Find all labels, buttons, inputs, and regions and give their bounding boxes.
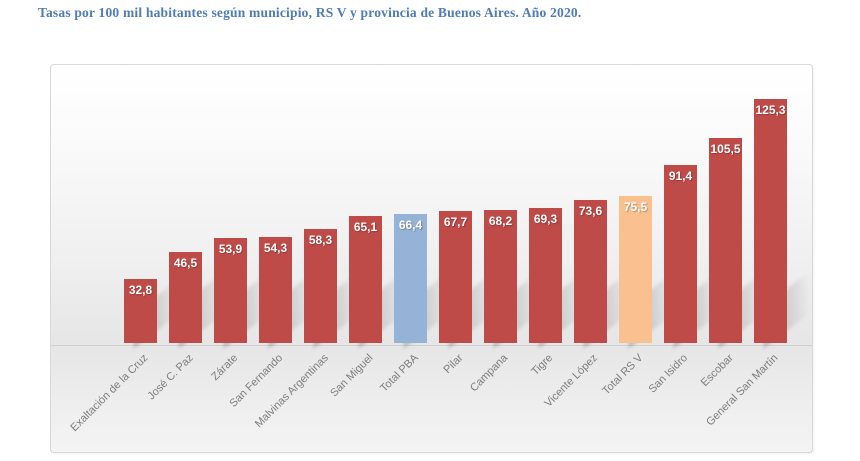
category-label: San Miguel bbox=[328, 352, 376, 400]
bar-tigre: 69,3 bbox=[529, 208, 562, 343]
category-label: Campana bbox=[468, 352, 511, 395]
bar-value-label: 32,8 bbox=[128, 283, 153, 297]
bar-malvinas-argentinas: 58,3 bbox=[304, 229, 337, 343]
category-label: San Isidro bbox=[646, 352, 691, 396]
bar-general-san-mart-n: 125,3 bbox=[754, 99, 787, 343]
chart-frame: 32,8 Exaltación de la Cruz 46,5 José C. Paz… bbox=[50, 64, 813, 453]
bar-value-label: 46,5 bbox=[173, 256, 198, 270]
category-label: Exaltación de la Cruz bbox=[68, 352, 151, 434]
bar-value-label: 67,7 bbox=[443, 215, 468, 229]
category-label: Zárate bbox=[209, 352, 241, 383]
bar-jos-c-paz: 46,5 bbox=[169, 252, 202, 343]
bar-value-label: 68,2 bbox=[488, 214, 513, 228]
bar-value-label: 125,3 bbox=[755, 103, 786, 117]
bar-z-rate: 53,9 bbox=[214, 238, 247, 343]
plot-area: 32,8 Exaltación de la Cruz 46,5 José C. Paz… bbox=[51, 65, 812, 452]
bar-escobar: 105,5 bbox=[709, 138, 742, 343]
bar-value-label: 54,3 bbox=[263, 241, 288, 255]
category-label: Total PBA bbox=[377, 352, 421, 395]
bar-exaltaci-n-de-la-cruz: 32,8 bbox=[124, 279, 157, 343]
bar-san-fernando: 54,3 bbox=[259, 237, 292, 343]
bar-value-label: 69,3 bbox=[533, 212, 558, 226]
bar-san-isidro: 91,4 bbox=[664, 165, 697, 343]
bar-value-label: 65,1 bbox=[353, 220, 378, 234]
bar-value-label: 91,4 bbox=[668, 169, 693, 183]
bar-vicente-l-pez: 73,6 bbox=[574, 200, 607, 343]
bar-value-label: 58,3 bbox=[308, 233, 333, 247]
category-label: Pilar bbox=[441, 352, 466, 377]
category-label: Total RS V bbox=[600, 352, 646, 398]
bar-value-label: 53,9 bbox=[218, 242, 243, 256]
x-axis-line bbox=[51, 345, 812, 346]
bar-san-miguel: 65,1 bbox=[349, 216, 382, 343]
category-label: Escobar bbox=[698, 352, 736, 390]
bar-value-label: 105,5 bbox=[710, 142, 741, 156]
bar-value-label: 75,5 bbox=[623, 200, 648, 214]
bar-total-rs-v: 75,5 bbox=[619, 196, 652, 343]
category-label: Tigre bbox=[529, 352, 556, 378]
bar-value-label: 66,4 bbox=[398, 218, 423, 232]
bar-value-label: 73,6 bbox=[578, 204, 603, 218]
bar-campana: 68,2 bbox=[484, 210, 517, 343]
bar-pilar: 67,7 bbox=[439, 211, 472, 343]
category-label: José C. Paz bbox=[145, 352, 196, 403]
chart-title: Tasas por 100 mil habitantes según munic… bbox=[38, 5, 582, 20]
bar-total-pba: 66,4 bbox=[394, 214, 427, 343]
